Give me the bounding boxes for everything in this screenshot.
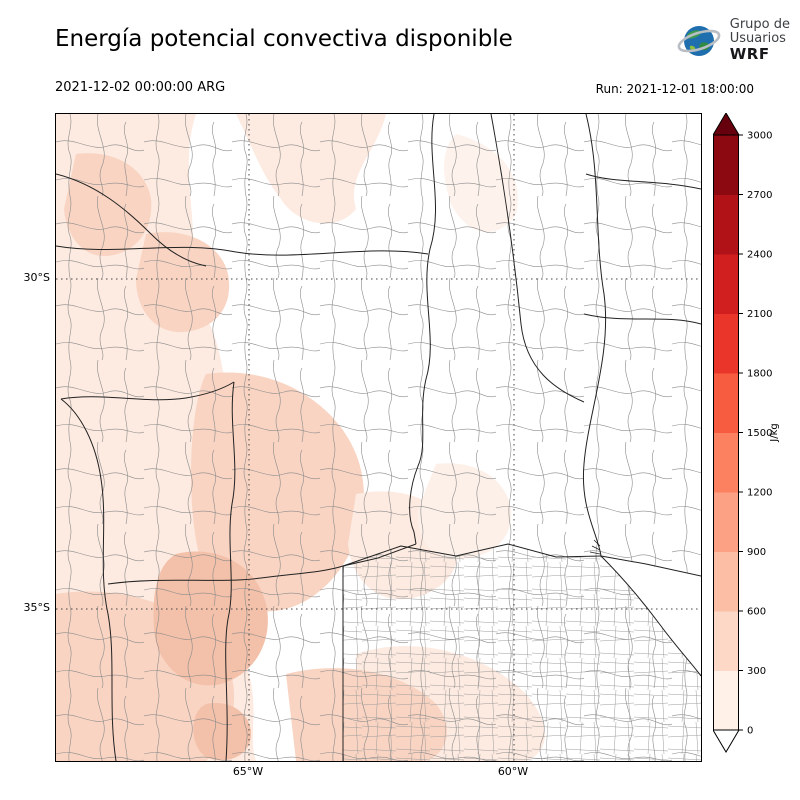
colorbar-segment (713, 254, 739, 314)
colorbar-tick-label: 2400 (747, 250, 772, 261)
cape-map (55, 113, 702, 762)
colorbar-segment (713, 313, 739, 374)
colorbar-tick-label: 0 (747, 726, 753, 737)
page-title: Energía potencial convectiva disponible (55, 26, 513, 52)
colorbar-segment (713, 551, 739, 612)
logo-text-line1: Grupo de (729, 16, 790, 32)
colorbar-segment (713, 611, 739, 671)
lat-tick-30s: 30°S (23, 271, 50, 284)
province-boundaries (56, 114, 701, 761)
valid-time-label: 2021-12-02 00:00:00 ARG (55, 80, 226, 95)
colorbar-under-arrow (712, 729, 740, 753)
colorbar-tick-label: 900 (747, 547, 766, 558)
colorbar-tick-label: 1800 (747, 369, 772, 380)
logo-text-wrf: WRF (729, 44, 770, 63)
logo-text-line2: Usuarios (729, 30, 786, 46)
colorbar-tick-label: 1200 (747, 488, 772, 499)
colorbar-segment (713, 135, 739, 195)
colorbar-segment (713, 670, 739, 731)
globe-icon (675, 16, 723, 64)
colorbar: 0 300 600 900 1200 1500 1800 2100 2400 2700 3000 J/… (712, 112, 800, 760)
map-canvas (56, 114, 701, 761)
colorbar-unit-label: J/kg (769, 423, 780, 442)
colorbar-over-arrow (712, 112, 740, 136)
colorbar-tick-label: 2100 (747, 309, 772, 320)
colorbar-segment (713, 492, 739, 552)
colorbar-tick-label: 3000 (747, 131, 772, 142)
wrf-users-logo: Grupo de Usuarios WRF (675, 16, 790, 64)
colorbar-tick-label: 2700 (747, 190, 772, 201)
run-time-label: Run: 2021-12-01 18:00:00 (595, 82, 754, 96)
colorbar-tick-label: 300 (747, 666, 766, 677)
buenos-aires-parcels (343, 544, 701, 761)
colorbar-tick-label: 1500 (747, 428, 772, 439)
lon-tick-60w: 60°W (497, 765, 529, 778)
colorbar-segment (713, 194, 739, 255)
colorbar-segment (713, 432, 739, 493)
lat-tick-35s: 35°S (23, 601, 50, 614)
lon-tick-65w: 65°W (232, 765, 264, 778)
colorbar-segment (713, 373, 739, 433)
colorbar-tick-label: 600 (747, 607, 766, 618)
